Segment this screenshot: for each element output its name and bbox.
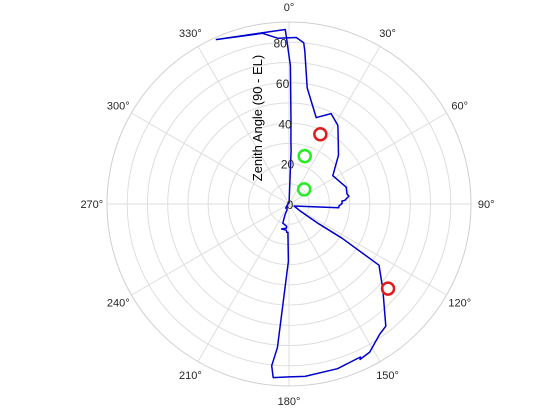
angle-tick-label: 150°	[376, 370, 399, 382]
green-marker	[296, 182, 312, 197]
spoke-300	[131, 112, 290, 205]
ring-20	[248, 163, 330, 245]
polar-grid	[106, 21, 472, 387]
angle-tick-labels: 0° 30° 60° 90° 120° 150° 180° 210° 240° 270° 300° 3…	[80, 2, 494, 408]
angle-tick-label: 300°	[107, 100, 130, 112]
radial-tick-label: 80	[273, 37, 287, 51]
spoke-330	[197, 46, 290, 205]
spoke-60	[288, 112, 447, 205]
spoke-210	[197, 203, 290, 362]
radial-tick-label: 40	[278, 117, 292, 131]
angle-tick-label: 30°	[379, 28, 396, 40]
r-axis-title: Zenith Angle (90 - EL)	[250, 55, 265, 181]
radial-tick-label: 20	[281, 158, 295, 172]
spoke-120	[288, 203, 447, 296]
outline-series	[215, 28, 387, 379]
angle-tick-label: 90°	[478, 199, 495, 211]
angle-tick-label: 210°	[179, 370, 202, 382]
red-marker	[380, 281, 396, 296]
angle-tick-label: 330°	[179, 28, 202, 40]
radial-tick-label: 0	[287, 198, 294, 212]
spoke-30	[288, 46, 381, 205]
radial-tick-labels: 0 20 40 60 80	[273, 37, 294, 212]
outline-line	[215, 28, 387, 379]
ring-90	[106, 21, 472, 387]
angle-tick-label: 0°	[284, 2, 295, 14]
angle-tick-label: 270°	[80, 199, 103, 211]
red-marker	[313, 127, 328, 142]
ring-60	[167, 82, 411, 326]
spoke-240	[131, 203, 290, 296]
ring-10	[268, 183, 310, 225]
marker-series	[296, 127, 396, 296]
angle-tick-label: 120°	[448, 298, 471, 310]
ring-40	[207, 122, 371, 286]
ring-70	[146, 61, 432, 347]
ring-50	[187, 102, 391, 306]
radial-tick-label: 60	[276, 77, 290, 91]
angle-tick-label: 180°	[278, 396, 301, 408]
ring-80	[126, 41, 452, 367]
ring-30	[227, 142, 351, 266]
green-marker	[297, 148, 312, 164]
spoke-150	[288, 203, 381, 362]
angle-tick-label: 240°	[107, 298, 130, 310]
angle-tick-label: 60°	[451, 100, 468, 112]
